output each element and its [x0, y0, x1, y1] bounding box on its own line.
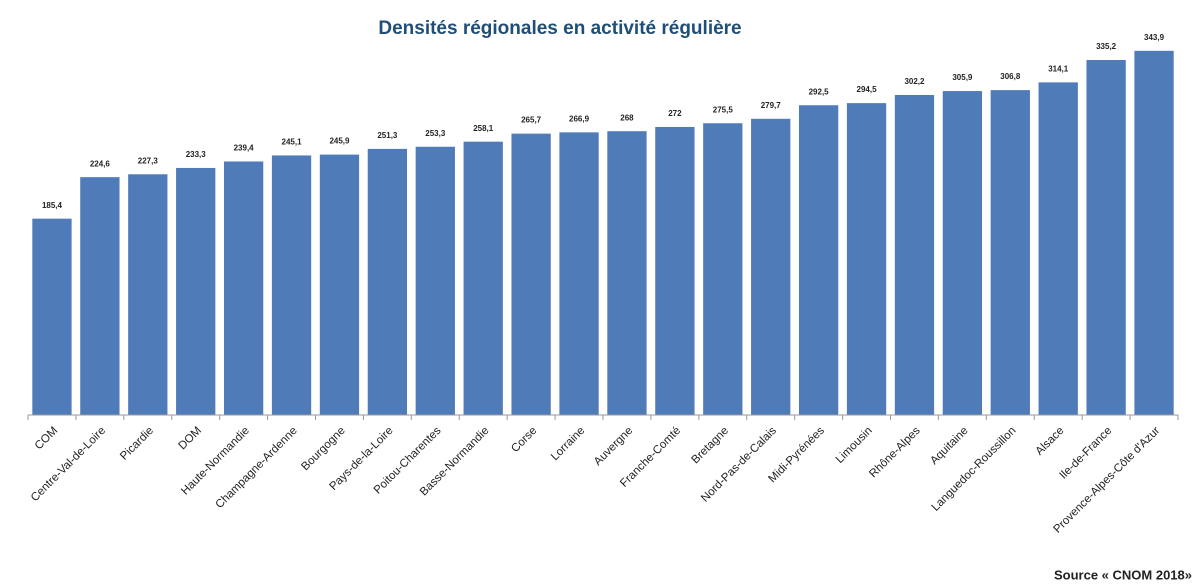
- bar: [367, 148, 408, 415]
- bar: [846, 103, 887, 415]
- value-label: 245,1: [282, 138, 303, 147]
- value-label: 292,5: [809, 87, 830, 96]
- value-label: 239,4: [234, 144, 255, 153]
- x-tick-label: DOM: [177, 425, 204, 452]
- value-label: 245,9: [329, 137, 350, 146]
- value-label: 272: [668, 109, 682, 118]
- bar: [942, 91, 983, 415]
- value-label: 224,6: [90, 159, 111, 168]
- value-label: 268: [620, 113, 634, 122]
- bar: [415, 146, 455, 416]
- bar: [703, 123, 743, 415]
- bar: [319, 154, 360, 415]
- bar: [990, 90, 1030, 416]
- x-tick-label: Provence-Alpes-Côte d'Azur: [1051, 425, 1162, 536]
- bar: [176, 167, 216, 415]
- x-tick-label: COM: [33, 425, 60, 452]
- bar: [128, 174, 168, 415]
- x-tick-label: Champagne-Ardenne: [214, 425, 300, 511]
- x-tick-label: Languedoc-Roussillon: [930, 425, 1019, 514]
- x-tick-label: Aquitaine: [928, 425, 970, 467]
- x-tick-label: Auvergne: [592, 425, 635, 468]
- value-label: 302,2: [904, 77, 925, 86]
- value-label: 314,1: [1048, 64, 1069, 73]
- value-label: 265,7: [521, 116, 542, 125]
- bar: [80, 177, 120, 415]
- bar: [1038, 82, 1078, 415]
- bar: [607, 131, 647, 415]
- value-label: 233,3: [186, 150, 207, 159]
- x-tick-label: Bourgogne: [299, 425, 347, 473]
- value-label: 305,9: [952, 73, 973, 82]
- source-note: Source « CNOM 2018»: [1054, 567, 1192, 582]
- value-label: 258,1: [473, 124, 494, 133]
- chart-title: Densités régionales en activité régulièr…: [378, 18, 741, 39]
- bar: [751, 118, 791, 415]
- x-tick-label: Lorraine: [549, 425, 587, 463]
- x-tick-label: Bretagne: [690, 425, 731, 466]
- bar: [894, 94, 935, 415]
- x-tick-label: Picardie: [118, 425, 156, 463]
- bar: [271, 155, 312, 416]
- value-label: 279,7: [761, 101, 782, 110]
- value-label: 335,2: [1096, 42, 1117, 51]
- value-label: 275,5: [713, 105, 734, 114]
- bar: [655, 126, 695, 415]
- bar: [223, 161, 264, 415]
- x-tick-label: Alsace: [1034, 425, 1067, 458]
- x-tick-label: Rhône-Alpes: [867, 425, 923, 481]
- value-label: 251,3: [377, 131, 398, 140]
- x-tick-label: Corse: [509, 425, 539, 455]
- value-label: 253,3: [425, 129, 446, 138]
- bar: [559, 132, 599, 415]
- bar: [32, 218, 72, 415]
- bar: [798, 105, 839, 415]
- value-label: 185,4: [42, 201, 63, 210]
- x-tick-label: Limousin: [834, 425, 875, 466]
- bar: [1134, 50, 1174, 415]
- bar: [511, 133, 551, 416]
- bar: [463, 141, 503, 415]
- value-label: 343,9: [1144, 33, 1165, 42]
- value-label: 294,5: [857, 85, 878, 94]
- bar: [1086, 60, 1126, 415]
- value-label: 227,3: [138, 156, 159, 165]
- value-label: 266,9: [569, 114, 590, 123]
- value-label: 306,8: [1000, 72, 1021, 81]
